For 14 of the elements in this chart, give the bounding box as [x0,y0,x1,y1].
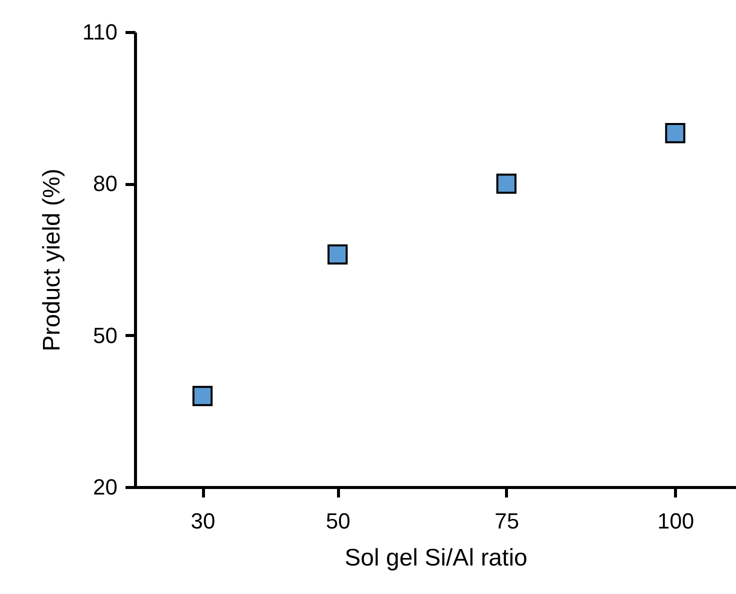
point [496,174,516,194]
y-axis-title: Product yield (%) [38,168,66,352]
point [665,123,686,144]
point [328,244,348,265]
y-tick-label: 50 [93,322,118,348]
point [192,386,213,406]
x-tick-label: 75 [494,508,520,534]
x-tick-label: 100 [657,508,694,534]
y-tick-label: 20 [93,474,118,500]
x-axis-title: Sol gel Si/Al ratio [344,544,528,572]
y-tick-label: 110 [82,20,118,44]
y-tick-label: 80 [93,171,118,196]
x-tick-label: 30 [190,508,216,534]
x-tick-label: 50 [326,508,350,534]
